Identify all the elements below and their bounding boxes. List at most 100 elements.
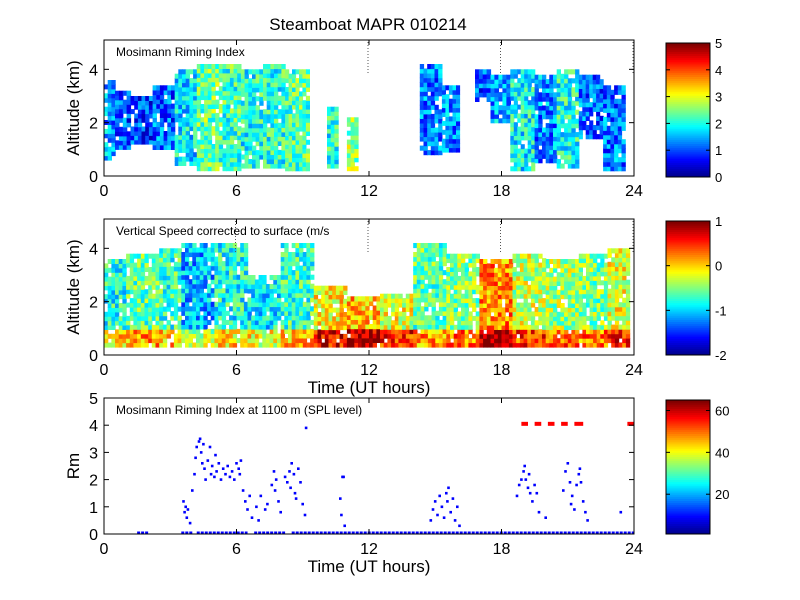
heatmap-cell	[302, 342, 308, 348]
heatmap-cell	[479, 303, 484, 308]
heatmap-cell	[545, 131, 550, 137]
heatmap-cell	[170, 297, 175, 303]
x-axis-label: Time (UT hours)	[308, 378, 431, 397]
heatmap-cell	[248, 145, 253, 151]
heatmap-cell	[571, 329, 576, 335]
heatmap-cell	[199, 243, 204, 249]
heatmap-cell	[284, 252, 289, 258]
heatmap-cell	[122, 144, 128, 150]
heatmap-cell	[151, 275, 157, 281]
heatmap-cell	[280, 283, 285, 289]
heatmap-cell	[553, 338, 558, 344]
heatmap-cell	[586, 275, 591, 281]
colorbar-swatch	[666, 454, 710, 458]
colorbar-swatch	[666, 475, 710, 478]
heatmap-cell	[589, 324, 594, 330]
heatmap-cell	[606, 116, 612, 122]
heatmap-cell	[575, 136, 580, 142]
heatmap-cell	[589, 293, 594, 299]
heatmap-cell	[427, 342, 433, 348]
heatmap-cell	[144, 320, 149, 326]
heatmap-cell	[140, 320, 146, 326]
heatmap-cell	[538, 127, 543, 133]
heatmap-cell	[335, 342, 341, 348]
heatmap-cell	[517, 161, 522, 167]
heatmap-cell	[122, 135, 128, 141]
heatmap-cell	[427, 297, 433, 303]
heatmap-cell	[203, 252, 208, 258]
heatmap-cell	[452, 138, 457, 144]
heatmap-cell	[148, 113, 154, 119]
heatmap-cell	[498, 92, 503, 98]
heatmap-cell	[177, 342, 182, 348]
heatmap-cell	[372, 310, 377, 316]
heatmap-cell	[313, 285, 319, 291]
heatmap-cell	[614, 107, 619, 113]
heatmap-cell	[398, 315, 403, 321]
heatmap-cell	[452, 116, 457, 122]
heatmap-cell	[159, 275, 164, 281]
heatmap-cell	[589, 333, 594, 339]
heatmap-cell	[571, 316, 576, 322]
heatmap-cell	[134, 96, 139, 101]
heatmap-cell	[586, 284, 591, 290]
heatmap-cell	[299, 73, 304, 79]
heatmap-cell	[589, 120, 594, 126]
heatmap-cell	[185, 315, 190, 321]
heatmap-cell	[288, 342, 293, 348]
heatmap-cell	[310, 283, 315, 289]
heatmap-cell	[118, 131, 124, 137]
heatmap-cell	[614, 252, 620, 258]
heatmap-cell	[457, 320, 462, 326]
heatmap-cell	[596, 97, 601, 103]
heatmap-cell	[603, 333, 609, 339]
heatmap-cell	[513, 87, 518, 92]
y-tick-label: 0	[89, 527, 98, 544]
heatmap-cell	[600, 271, 605, 277]
heatmap-cell	[603, 85, 608, 91]
heatmap-cell	[416, 297, 422, 303]
heatmap-cell	[291, 279, 296, 285]
heatmap-cell	[306, 333, 311, 339]
heatmap-cell	[122, 117, 128, 123]
heatmap-cell	[251, 275, 256, 281]
rm-point	[279, 510, 282, 514]
heatmap-cell	[456, 89, 461, 95]
heatmap-cell	[306, 274, 311, 280]
heatmap-cell	[193, 121, 198, 127]
heatmap-cell	[538, 118, 543, 124]
colorbar-swatch	[666, 492, 710, 495]
heatmap-cell	[520, 131, 525, 136]
heatmap-cell	[170, 311, 175, 317]
heatmap-cell	[221, 301, 227, 307]
heatmap-cell	[310, 328, 315, 334]
heatmap-cell	[203, 328, 208, 334]
colorbar-swatch	[666, 420, 710, 424]
heatmap-cell	[486, 69, 492, 75]
heatmap-cell	[434, 136, 439, 142]
heatmap-cell	[603, 152, 608, 158]
heatmap-cell	[203, 247, 208, 253]
heatmap-cell	[424, 301, 429, 307]
heatmap-cell	[350, 314, 355, 320]
heatmap-cell	[441, 98, 446, 104]
heatmap-cell	[203, 261, 208, 267]
heatmap-cell	[457, 342, 462, 348]
heatmap-cell	[148, 267, 153, 272]
rm-point	[230, 470, 234, 473]
colorbar-swatch	[666, 149, 710, 153]
heatmap-cell	[107, 80, 112, 85]
heatmap-cell	[486, 307, 492, 313]
heatmap-cell	[259, 150, 264, 156]
heatmap-cell	[122, 316, 127, 322]
heatmap-cell	[571, 294, 576, 300]
heatmap-cell	[416, 315, 422, 321]
heatmap-cell	[482, 73, 488, 80]
heatmap-cell	[247, 302, 252, 308]
heatmap-cell	[560, 342, 565, 348]
rm-point	[522, 470, 525, 473]
heatmap-cell	[178, 86, 183, 92]
heatmap-cell	[512, 329, 517, 335]
colorbar-tick-label: 1	[715, 143, 722, 158]
heatmap-cell	[413, 261, 418, 267]
